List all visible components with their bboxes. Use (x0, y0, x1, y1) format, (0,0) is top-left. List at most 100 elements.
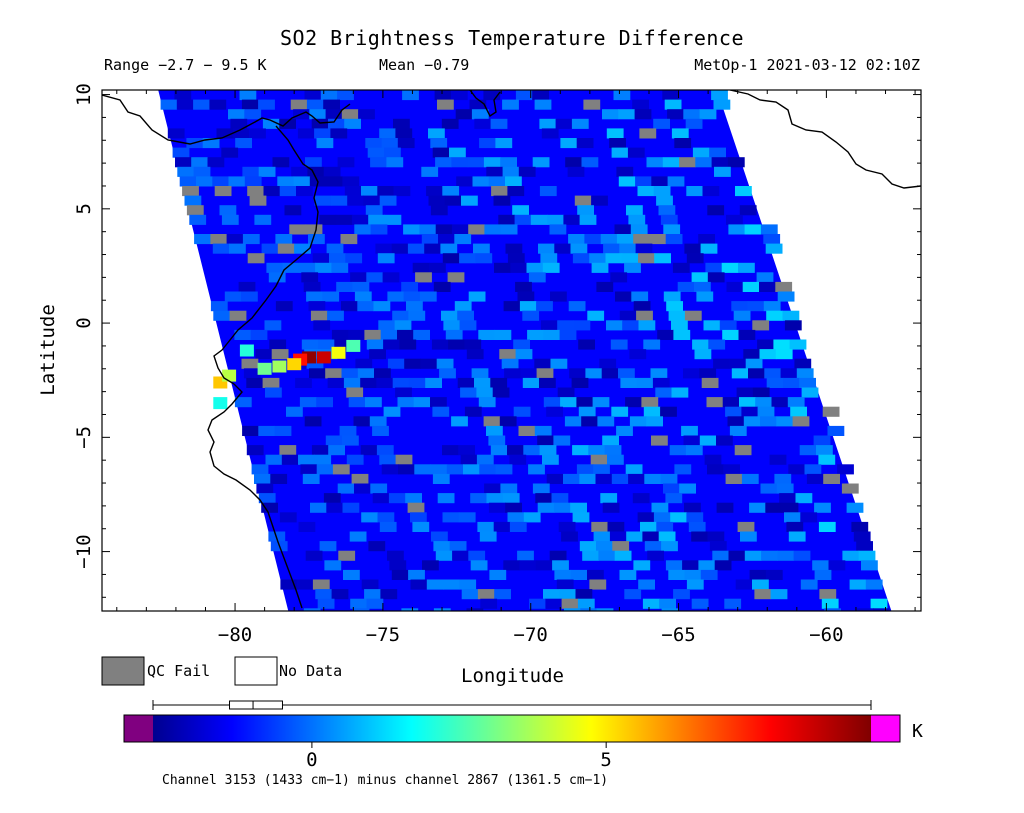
swath-cell (354, 483, 371, 494)
swath-cell (367, 147, 385, 158)
swath-cell (337, 483, 355, 494)
swath-cell (490, 118, 508, 129)
swath-cell (450, 90, 468, 101)
swath-cell (713, 358, 730, 369)
swath-cell (326, 176, 343, 187)
qc-fail-cell (518, 425, 536, 436)
legend-no-data-label: No Data (279, 662, 343, 680)
qc-fail-cell (612, 541, 630, 552)
swath-cell (470, 560, 488, 571)
qc-fail-cell (186, 205, 204, 216)
swath-cell (540, 253, 558, 264)
swath-cell (490, 377, 508, 388)
swath-cell (552, 560, 569, 571)
swath-cell (368, 541, 386, 552)
swath-cell (739, 205, 757, 216)
swath-cell (600, 493, 618, 504)
swath-cell (580, 608, 598, 611)
swath-cell (549, 550, 567, 561)
swath-cell (452, 550, 469, 561)
swath-cell (494, 262, 511, 273)
swath-cell (502, 99, 519, 110)
swath-cell (624, 262, 641, 273)
swath-cell (373, 301, 391, 312)
swath-cell (370, 483, 388, 494)
qc-fail-cell (636, 310, 653, 321)
swath-cell (445, 329, 463, 340)
swath-cell (749, 569, 767, 580)
swath-cell (605, 253, 623, 264)
swath-cell (853, 531, 871, 542)
swath-cell (653, 118, 670, 129)
satellite-timestamp: MetOp-1 2021-03-12 02:10Z (694, 56, 920, 74)
swath-cell (430, 397, 447, 408)
swath-cell (660, 473, 678, 484)
swath-cell (357, 368, 375, 379)
swath-cell (667, 176, 685, 187)
swath-cell (479, 531, 497, 542)
swath-cell (581, 416, 598, 427)
swath-cell (429, 262, 446, 273)
swath-cell (386, 157, 404, 168)
swath-cell (387, 291, 405, 302)
swath-cell (726, 214, 743, 225)
swath-cell (428, 128, 445, 139)
qc-fail-cell (247, 253, 265, 264)
swath-cell (771, 397, 789, 408)
plume-cell (239, 344, 254, 357)
swath-cell (609, 138, 626, 149)
swath-cell (368, 214, 385, 225)
swath-cell (707, 531, 725, 542)
swath-cell (428, 195, 446, 206)
swath-cell (328, 118, 345, 129)
swath-cell (355, 358, 373, 369)
swath-cell (408, 377, 426, 388)
swath-cell (284, 205, 302, 216)
swath-cell (268, 272, 286, 283)
swath-cell (325, 109, 343, 120)
swath-cell (560, 138, 578, 149)
swath-cell (587, 310, 605, 321)
swath-cell (505, 243, 523, 254)
swath-cell (550, 358, 568, 369)
swath-cell (522, 377, 540, 388)
swath-cell (480, 598, 498, 609)
swath-cell (296, 579, 314, 590)
swath-cell (686, 186, 704, 197)
swath-cell (255, 349, 273, 360)
swath-cell (397, 138, 415, 149)
swath-cell (451, 416, 468, 427)
swath-cell (433, 281, 451, 292)
swath-cell (335, 214, 353, 225)
swath-cell (607, 454, 624, 465)
swath-cell (513, 339, 530, 350)
qc-fail-cell (822, 406, 840, 417)
swath-cell (618, 176, 636, 187)
swath-cell (234, 329, 252, 340)
swath-cell (392, 310, 409, 321)
swath-cell (475, 253, 493, 264)
swath-cell (555, 118, 573, 129)
swath-cell (301, 339, 319, 350)
swath-cell (579, 214, 597, 225)
swath-cell (794, 358, 812, 369)
swath-cell (305, 157, 322, 168)
swath-cell (212, 176, 230, 187)
swath-cell (665, 234, 683, 245)
swath-cell (691, 531, 708, 542)
swath-cell (700, 569, 718, 580)
swath-cell (765, 243, 783, 254)
swath-cell (379, 195, 397, 206)
swath-cell (279, 186, 297, 197)
swath-cell (319, 214, 337, 225)
swath-cell (626, 205, 643, 216)
swath-cell (711, 157, 729, 168)
swath-cell (507, 186, 525, 197)
swath-cell (557, 387, 575, 398)
swath-cell (782, 310, 800, 321)
swath-cell (393, 186, 411, 197)
swath-cell (763, 301, 781, 312)
swath-cell (352, 281, 370, 292)
y-tick-label: −5 (73, 426, 95, 449)
swath-cell (780, 368, 798, 379)
